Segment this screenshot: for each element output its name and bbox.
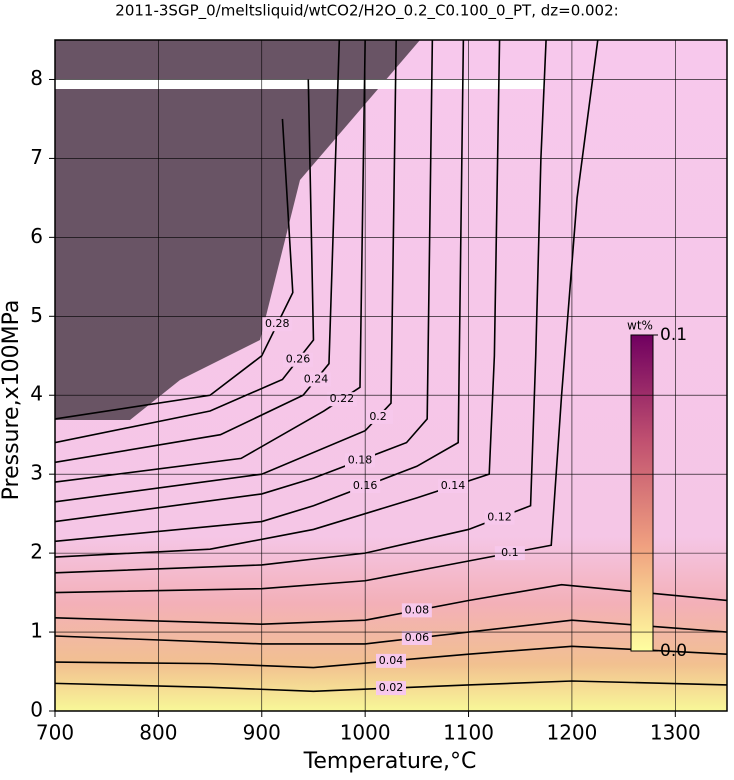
contour-label-bg xyxy=(401,603,432,618)
contour-label-bg xyxy=(262,317,293,332)
contour-label: 0.18 xyxy=(348,453,373,466)
contour-label: 0.24 xyxy=(304,372,329,385)
x-tick-label: 900 xyxy=(243,721,281,745)
contour-label-bg xyxy=(344,453,375,468)
contour-label: 0.06 xyxy=(405,631,430,644)
contour-label: 0.04 xyxy=(379,654,404,667)
x-tick-label: 1000 xyxy=(340,721,391,745)
y-tick-label: 5 xyxy=(30,303,43,327)
contour-label: 0.08 xyxy=(405,603,430,616)
y-tick-label: 4 xyxy=(30,382,43,406)
contour-label-bg xyxy=(282,352,313,367)
contour-label: 0.14 xyxy=(441,479,466,492)
contour-label-bg xyxy=(376,653,406,668)
x-tick-label: 1200 xyxy=(546,721,597,745)
colorbar-tick-label: 0.0 xyxy=(660,641,687,661)
x-tick-label: 1100 xyxy=(443,721,494,745)
contour-label: 0.2 xyxy=(369,410,387,423)
contour-label: 0.1 xyxy=(501,546,519,559)
y-tick-label: 1 xyxy=(30,619,43,643)
y-tick-label: 8 xyxy=(30,66,43,90)
contour-label-bg xyxy=(438,479,469,494)
y-tick-label: 7 xyxy=(30,145,43,169)
contour-label: 0.26 xyxy=(286,353,311,366)
contour-label: 0.22 xyxy=(330,392,355,405)
contour-label-bg xyxy=(484,510,515,525)
contour-line xyxy=(55,40,501,558)
y-tick-label: 6 xyxy=(30,224,43,248)
contour-label-bg xyxy=(326,392,357,407)
contour-line xyxy=(55,40,366,483)
x-tick-label: 800 xyxy=(139,721,177,745)
x-axis-label: Temperature,°C xyxy=(303,749,477,774)
y-tick-label: 2 xyxy=(30,540,43,564)
colorbar xyxy=(630,334,654,652)
contour-label-bg xyxy=(301,372,332,387)
contour-label: 0.12 xyxy=(487,511,512,524)
x-tick-label: 1300 xyxy=(650,721,701,745)
chart-title: 2011-3SGP_0/meltsliquid/wtCO2/H2O_0.2_C0… xyxy=(115,2,618,21)
colorbar-tick-label: 0.1 xyxy=(660,325,687,345)
contour-label-bg xyxy=(401,630,432,645)
contour-label: 0.28 xyxy=(265,317,290,330)
y-tick-label: 0 xyxy=(30,698,43,722)
contour-label: 0.02 xyxy=(379,681,404,694)
contour-label-bg xyxy=(376,681,406,696)
colorbar-label: wt% xyxy=(627,319,653,333)
y-tick-label: 3 xyxy=(30,461,43,485)
x-tick-label: 700 xyxy=(36,721,74,745)
y-axis-label: Pressure,x100MPa xyxy=(0,300,24,501)
white-stripe xyxy=(55,79,545,89)
dense-region xyxy=(55,40,420,420)
contour-label-bg xyxy=(363,409,394,424)
